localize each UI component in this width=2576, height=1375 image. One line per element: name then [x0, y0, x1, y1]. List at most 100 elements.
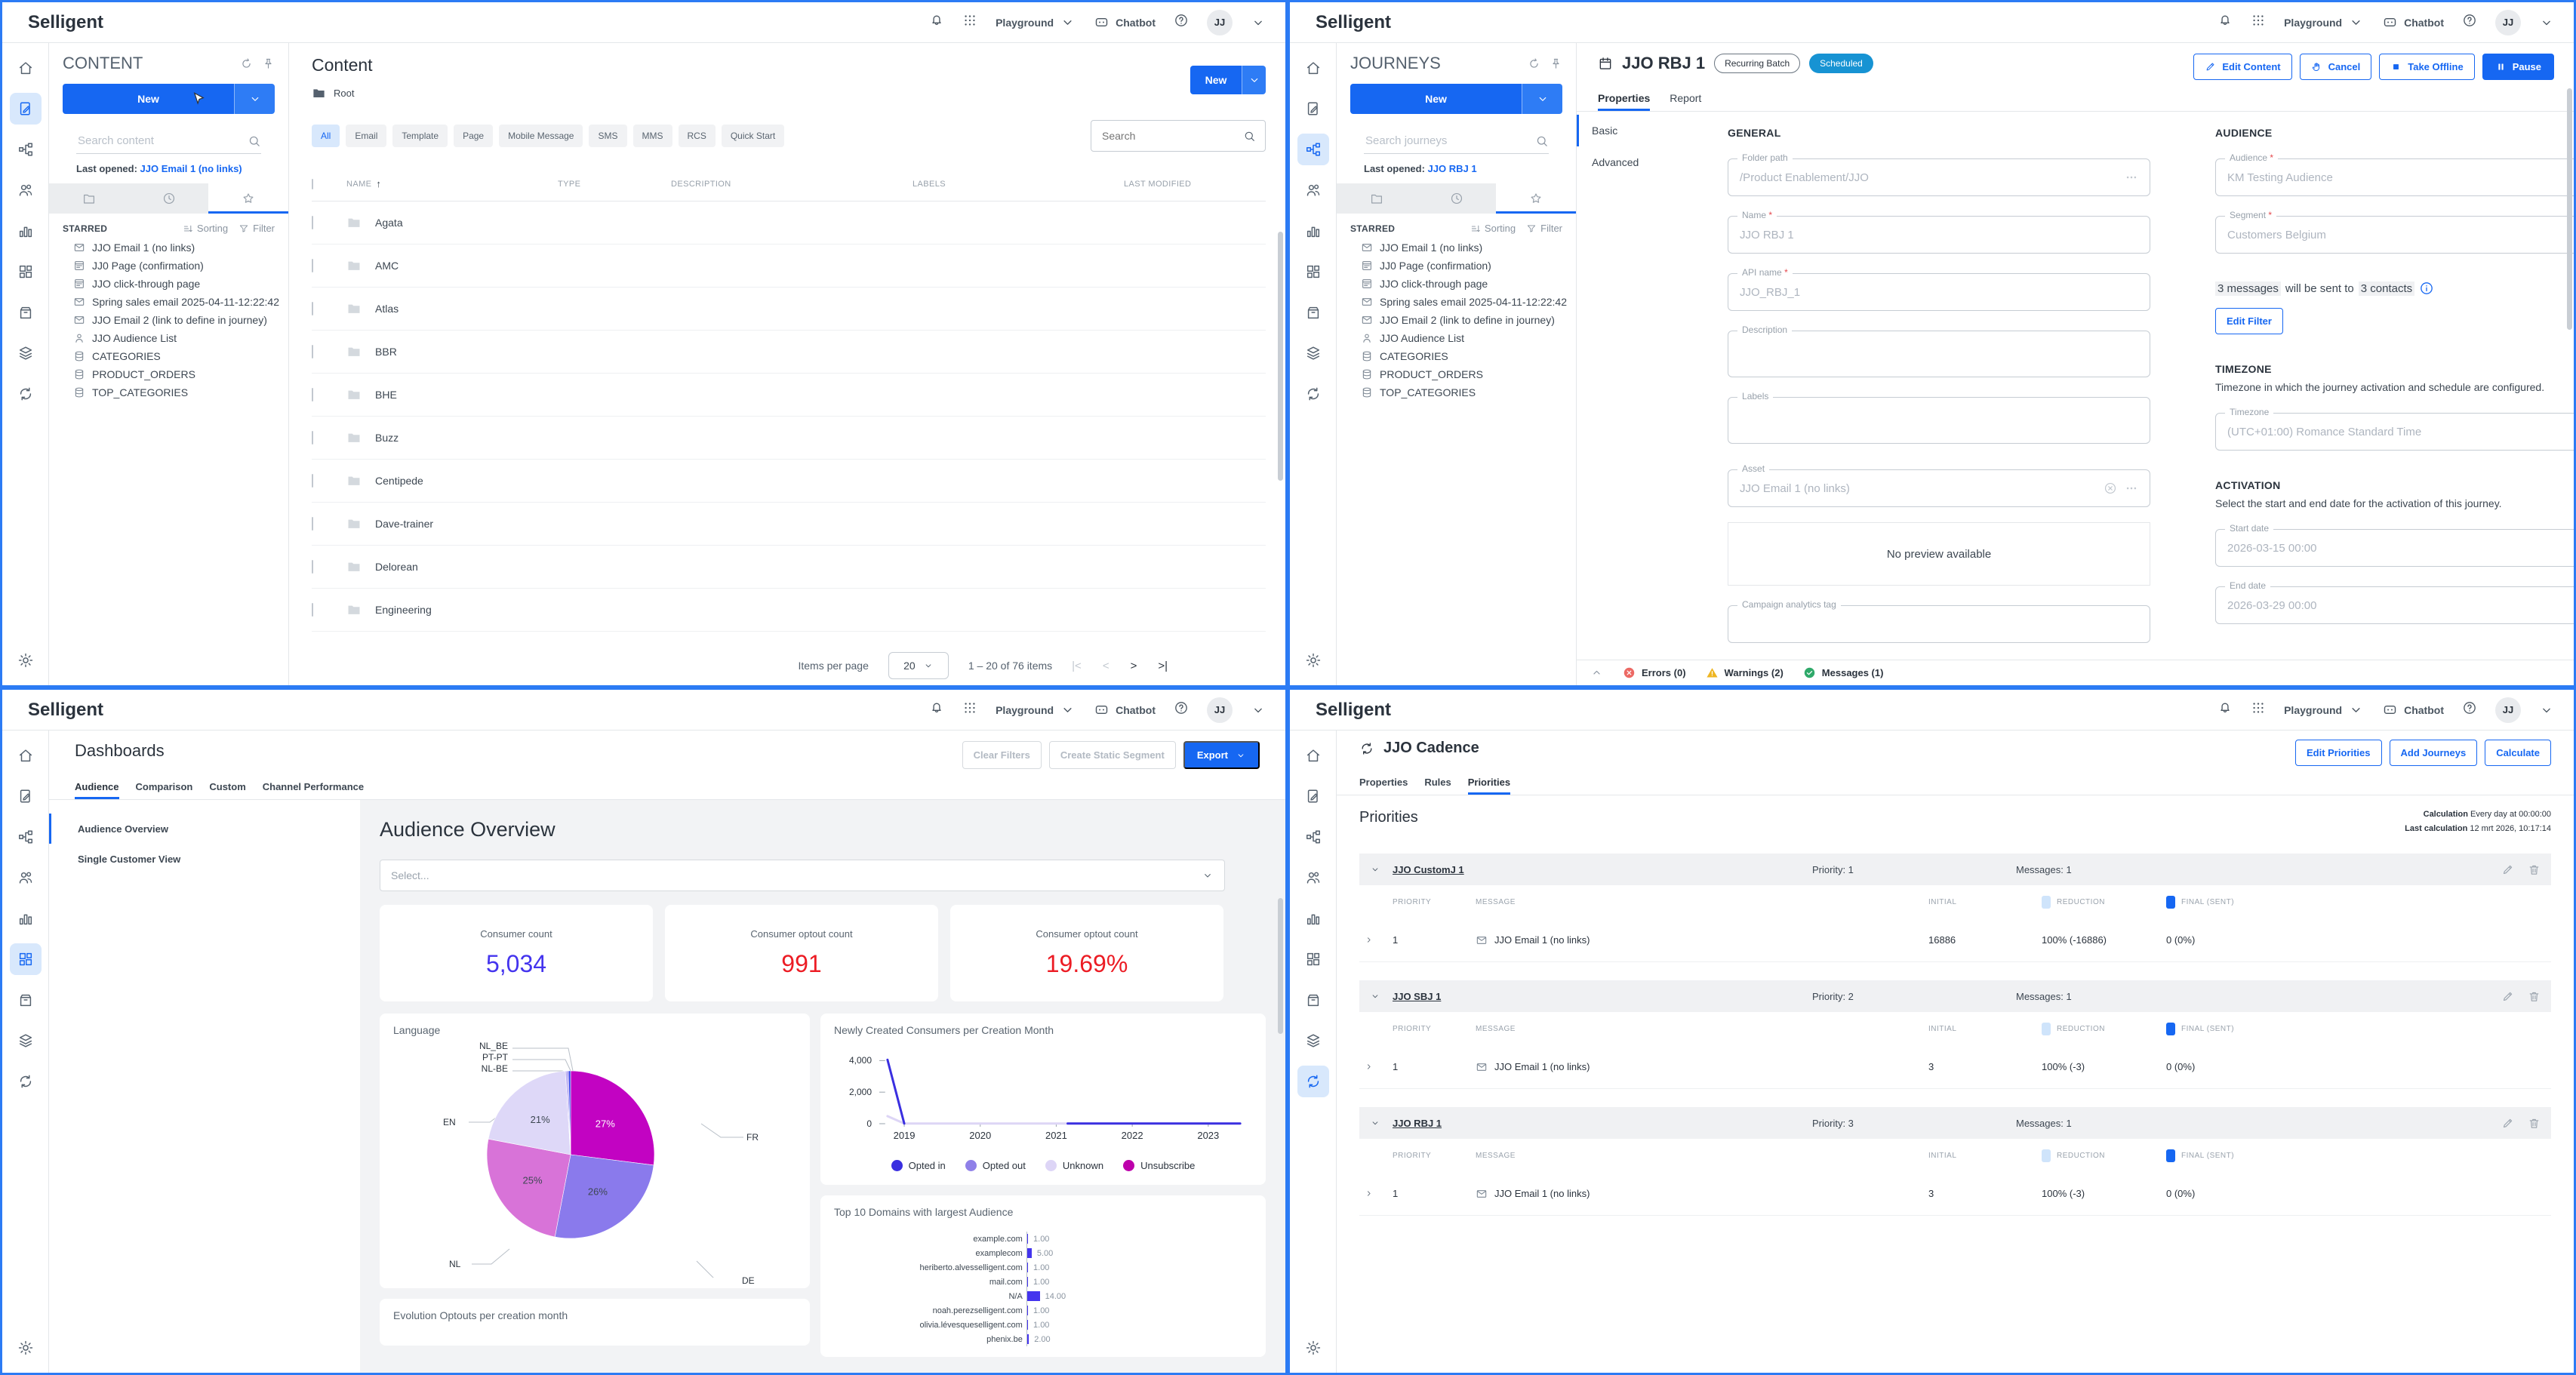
nav-dashboards-icon[interactable]: [10, 256, 42, 288]
edit-priorities-button[interactable]: Edit Priorities: [2294, 740, 2382, 766]
group-header[interactable]: JJO RBJ 1 Priority: 3 Messages: 1: [1359, 1107, 2551, 1140]
row-checkbox[interactable]: [312, 474, 314, 488]
new-content-dropdown[interactable]: [234, 84, 275, 114]
nav-dashboards-icon[interactable]: [1297, 256, 1329, 288]
nav-dashboards-icon[interactable]: [1297, 943, 1329, 975]
journey-link[interactable]: JJO RBJ 1: [1393, 1117, 1442, 1129]
new-item-button[interactable]: New: [1190, 66, 1266, 94]
column-name[interactable]: NAME ↑: [346, 178, 382, 189]
create-static-segment-button[interactable]: Create Static Segment: [1048, 741, 1176, 769]
campaign-tag-field[interactable]: Campaign analytics tag: [1728, 599, 2151, 643]
delete-group-icon[interactable]: [2528, 863, 2541, 876]
filter-button[interactable]: Filter: [1526, 223, 1562, 234]
notifications-icon[interactable]: [929, 13, 944, 32]
last-opened-link[interactable]: JJO Email 1 (no links): [140, 163, 242, 174]
starred-item[interactable]: JJO Audience List: [1343, 329, 1570, 347]
search-icon[interactable]: [1243, 130, 1256, 143]
group-header[interactable]: JJO SBJ 1 Priority: 2 Messages: 1: [1359, 980, 2551, 1013]
messages-status[interactable]: Messages (1): [1803, 666, 1883, 679]
nav-content-icon[interactable]: [1297, 93, 1329, 125]
priority-row[interactable]: 1 JJO Email 1 (no links) 3 100% (-3) 0 (…: [1359, 1045, 2551, 1090]
clear-filters-button[interactable]: Clear Filters: [962, 741, 1042, 769]
export-button[interactable]: Export: [1183, 741, 1260, 769]
settings-icon[interactable]: [1297, 644, 1329, 676]
search-icon[interactable]: [1535, 134, 1549, 148]
new-item-dropdown[interactable]: [1242, 66, 1266, 94]
expand-row-icon[interactable]: [1359, 1062, 1393, 1072]
starred-item[interactable]: JJO Audience List: [55, 329, 282, 347]
starred-item[interactable]: JJO Email 2 (link to define in journey): [1343, 311, 1570, 329]
refresh-icon[interactable]: [240, 57, 253, 70]
domain-row[interactable]: phenix.be 2.00: [834, 1332, 1252, 1346]
new-journey-button[interactable]: New: [1350, 84, 1563, 114]
nav-content-icon[interactable]: [1297, 780, 1329, 812]
help-icon[interactable]: [1174, 13, 1189, 32]
search-icon[interactable]: [248, 134, 261, 148]
nav-home-icon[interactable]: [10, 740, 42, 771]
domain-row[interactable]: mail.com 1.00: [834, 1275, 1252, 1289]
row-checkbox[interactable]: [312, 560, 314, 574]
prev-page-button[interactable]: <: [1102, 659, 1109, 672]
subnav-basic[interactable]: Basic: [1577, 115, 1728, 146]
tab-properties[interactable]: Properties: [1598, 92, 1650, 111]
chip-all[interactable]: All: [312, 125, 340, 147]
tab-folders[interactable]: [1337, 183, 1417, 214]
column-last-modified[interactable]: LAST MODIFIED: [1124, 179, 1192, 189]
tab-audience[interactable]: Audience: [75, 781, 119, 799]
new-journey-dropdown[interactable]: [1522, 84, 1563, 114]
priority-row[interactable]: 1 JJO Email 1 (no links) 16886 100% (-16…: [1359, 918, 2551, 963]
chip-template[interactable]: Template: [392, 125, 448, 147]
nav-audience-icon[interactable]: [1297, 174, 1329, 206]
name-field[interactable]: Name * JJO RBJ 1: [1728, 210, 2151, 254]
legend-item[interactable]: Opted out: [965, 1160, 1026, 1171]
row-checkbox[interactable]: [312, 345, 314, 358]
nav-library-icon[interactable]: [10, 984, 42, 1016]
start-date-field[interactable]: Start date 2026-03-15 00:00: [2215, 523, 2574, 567]
table-row[interactable]: Buzz: [312, 417, 1266, 460]
starred-item[interactable]: CATEGORIES: [1343, 347, 1570, 365]
last-page-button[interactable]: >|: [1158, 659, 1168, 672]
table-row[interactable]: AMC: [312, 245, 1266, 288]
tab-recent[interactable]: [1417, 183, 1497, 214]
nav-dashboards-icon[interactable]: [9, 943, 42, 975]
chip-page[interactable]: Page: [454, 125, 494, 147]
edit-filter-button[interactable]: Edit Filter: [2215, 308, 2283, 334]
column-description[interactable]: DESCRIPTION: [671, 179, 731, 189]
audience-field[interactable]: Audience * KM Testing Audience: [2215, 152, 2574, 196]
nav-audience-overview[interactable]: Audience Overview: [49, 814, 360, 844]
nav-home-icon[interactable]: [1297, 740, 1329, 771]
delete-group-icon[interactable]: [2528, 1117, 2541, 1130]
nav-library-icon[interactable]: [10, 297, 42, 328]
column-type[interactable]: TYPE: [558, 179, 581, 189]
avatar[interactable]: JJ: [1207, 697, 1233, 723]
starred-item[interactable]: JJO Email 2 (link to define in journey): [55, 311, 282, 329]
tab-folders[interactable]: [49, 183, 129, 214]
table-row[interactable]: BHE: [312, 374, 1266, 417]
row-checkbox[interactable]: [312, 302, 314, 315]
notifications-icon[interactable]: [2217, 13, 2233, 32]
subnav-advanced[interactable]: Advanced: [1592, 156, 1639, 168]
scrollbar[interactable]: [2567, 88, 2572, 330]
chevron-down-icon[interactable]: [1251, 15, 1266, 30]
sorting-button[interactable]: Sorting: [183, 223, 228, 234]
chip-rcs[interactable]: RCS: [678, 125, 716, 147]
scrollbar[interactable]: [1278, 232, 1283, 481]
chip-email[interactable]: Email: [346, 125, 387, 147]
journey-link[interactable]: JJO CustomJ 1: [1393, 863, 1464, 875]
domain-row[interactable]: N/A 14.00: [834, 1289, 1252, 1303]
help-icon[interactable]: [1174, 700, 1189, 719]
settings-icon[interactable]: [10, 1332, 42, 1364]
chevron-down-icon[interactable]: [2539, 703, 2554, 718]
cancel-button[interactable]: Cancel: [2299, 54, 2372, 80]
starred-item[interactable]: Spring sales email 2025-04-11-12:22:42: [55, 293, 282, 311]
legend-item[interactable]: Unsubscribe: [1123, 1160, 1195, 1171]
nav-reports-icon[interactable]: [1297, 215, 1329, 247]
journey-link[interactable]: JJO SBJ 1: [1393, 990, 1442, 1002]
nav-audience-icon[interactable]: [10, 862, 42, 894]
nav-single-customer-view[interactable]: Single Customer View: [78, 853, 181, 865]
last-opened-link[interactable]: JJO RBJ 1: [1427, 163, 1477, 174]
filter-button[interactable]: Filter: [239, 223, 275, 234]
nav-data-icon[interactable]: [10, 1025, 42, 1057]
notifications-icon[interactable]: [929, 700, 944, 719]
nav-content-icon[interactable]: [9, 93, 42, 125]
